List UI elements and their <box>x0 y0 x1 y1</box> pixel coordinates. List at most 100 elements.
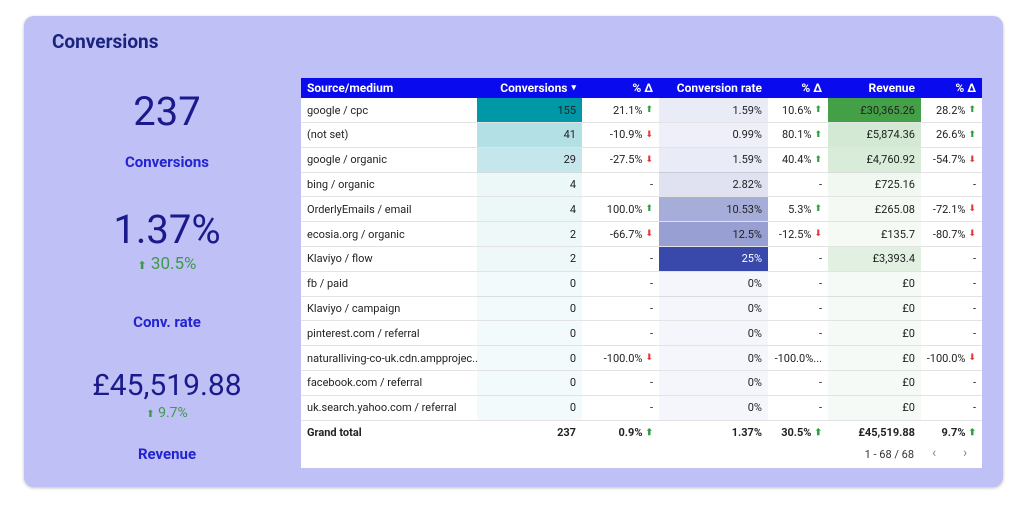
table-cell: 41 <box>477 122 582 147</box>
table-cell: 26.6% ⬆ <box>921 123 982 147</box>
table-cell: 0% <box>659 296 768 321</box>
trend-icon: ⬇ <box>968 154 976 165</box>
kpi-label: Conv. rate <box>133 313 201 331</box>
total-row: Grand total 237 0.9% ⬆ 1.37% 30.5% ⬆ £45,519.88… <box>301 420 982 445</box>
cell-text: Klaviyo / campaign <box>307 301 401 315</box>
table-cell: - <box>768 172 828 196</box>
cell-text: - <box>649 177 653 191</box>
kpi-label: Revenue <box>137 445 197 463</box>
sort-icon: ▾ <box>571 83 576 93</box>
table-cell: 10.6% ⬆ <box>768 98 828 122</box>
cell-text: £30,365.26 <box>860 103 915 117</box>
cell-text: - <box>649 401 653 415</box>
table-cell: - <box>768 371 828 395</box>
cell-text: -100.0% <box>603 351 643 365</box>
table-cell: £30,365.26 <box>828 98 921 122</box>
table-cell: 0.99% <box>659 122 768 147</box>
kpi-change-text: 30.5% <box>150 254 197 274</box>
table-cell: 25% <box>659 246 768 271</box>
table-cell: 28.2% ⬆ <box>921 98 982 122</box>
cell-text: 0% <box>747 401 762 415</box>
table-cell: 0% <box>659 271 768 296</box>
table-cell: 0% <box>659 346 768 370</box>
cell-text: 0.99% <box>732 128 762 142</box>
next-page[interactable]: › <box>963 445 968 461</box>
card: Conversions 237 Conversions 1.37% ⬆ 30.5… <box>24 16 1003 487</box>
table-cell: £4,760.92 <box>828 147 921 172</box>
table-cell: £45,519.88 <box>828 420 921 445</box>
prev-page[interactable]: ‹ <box>932 445 937 461</box>
column-header: % Δ <box>768 78 828 98</box>
table-cell: - <box>921 247 982 271</box>
cell-text: 12.5% <box>732 227 762 241</box>
column-header-text: % Δ <box>632 81 653 95</box>
trend-icon: ⬆ <box>814 105 822 115</box>
table-header: Source/medium Conversions ▾ % Δ Conversion … <box>301 78 982 98</box>
kpi-change-text: 9.7% <box>158 405 188 421</box>
cell-text: 2 <box>569 252 576 266</box>
table-cell: 0.9% ⬆ <box>582 420 659 445</box>
cell-text: 0 <box>569 277 576 291</box>
cell-text: 0 <box>569 351 576 365</box>
cell-text: 40.4% <box>781 153 812 167</box>
table-cell: -100.0%... <box>768 346 828 370</box>
cell-text: google / cpc <box>307 103 369 117</box>
table-cell: Grand total <box>301 420 477 445</box>
cell-text: bing / organic <box>307 177 375 191</box>
table-cell: £0 <box>828 346 921 370</box>
cell-text: -100.0% <box>926 351 966 365</box>
cell-text: £0 <box>902 351 915 365</box>
table-cell: 0 <box>477 370 582 395</box>
cell-text: - <box>818 177 822 191</box>
table-cell: -66.7% ⬇ <box>582 222 659 246</box>
table-cell: 9.7% ⬆ <box>921 420 982 445</box>
table-cell: -72.1% ⬇ <box>921 197 982 221</box>
table-cell: - <box>582 247 659 271</box>
table-row: OrderlyEmails / email 4 100.0% ⬆ 10.53% 5.3% ⬆… <box>301 197 982 223</box>
table-cell: 0 <box>477 346 582 370</box>
cell-text: 41 <box>563 128 576 142</box>
table-cell: 0 <box>477 296 582 321</box>
table-cell: 0% <box>659 395 768 420</box>
cell-text: 0 <box>569 401 576 415</box>
cell-text: -80.7% <box>932 227 966 241</box>
cell-text: 2 <box>569 227 576 241</box>
cell-text: 25% <box>741 252 762 266</box>
column-header[interactable]: Conversions ▾ <box>477 78 582 98</box>
table-cell: 30.5% ⬆ <box>768 420 828 445</box>
column-header-text: Conversion rate <box>676 81 762 95</box>
table-cell: 4 <box>477 172 582 197</box>
cell-text: £0 <box>902 376 915 390</box>
cell-text: (not set) <box>307 128 349 142</box>
cell-text: £0 <box>902 326 915 340</box>
table-cell: 0 <box>477 395 582 420</box>
table-cell: 0% <box>659 321 768 346</box>
cell-text: 1.59% <box>732 103 762 117</box>
cell-text: fb / paid <box>307 277 349 291</box>
table-cell: -100.0% ⬇ <box>582 346 659 370</box>
cell-text: 0% <box>747 277 762 291</box>
cell-text: 9.7% <box>941 426 966 440</box>
cell-text: - <box>818 326 822 340</box>
cell-text: 0 <box>569 376 576 390</box>
table-cell: £0 <box>828 321 921 346</box>
cell-text: £0 <box>902 301 915 315</box>
cell-text: 0 <box>569 326 576 340</box>
cell-text: 4 <box>569 177 576 191</box>
cell-text: - <box>972 401 976 415</box>
cell-text: - <box>649 326 653 340</box>
trend-icon: ⬇ <box>968 204 976 215</box>
kpi-change: ⬆ 9.7% <box>146 405 188 421</box>
cell-text: 0.9% <box>618 426 643 440</box>
table-row: Klaviyo / flow 2 - 25% - £3,393.4 - <box>301 246 982 272</box>
cell-text: uk.search.yahoo.com / referral <box>307 401 457 415</box>
table-cell: fb / paid <box>301 272 477 296</box>
table-cell: - <box>582 321 659 345</box>
table-cell: - <box>921 272 982 296</box>
table-row: google / cpc 155 21.1% ⬆ 1.59% 10.6% ⬆ £30,365.… <box>301 98 982 123</box>
cell-text: 0% <box>747 326 762 340</box>
table-cell: 1.59% <box>659 98 768 122</box>
cell-text: 10.6% <box>781 103 812 117</box>
table-row: naturalliving-co-uk.cdn.ampprojec... 0 -10… <box>301 346 982 371</box>
